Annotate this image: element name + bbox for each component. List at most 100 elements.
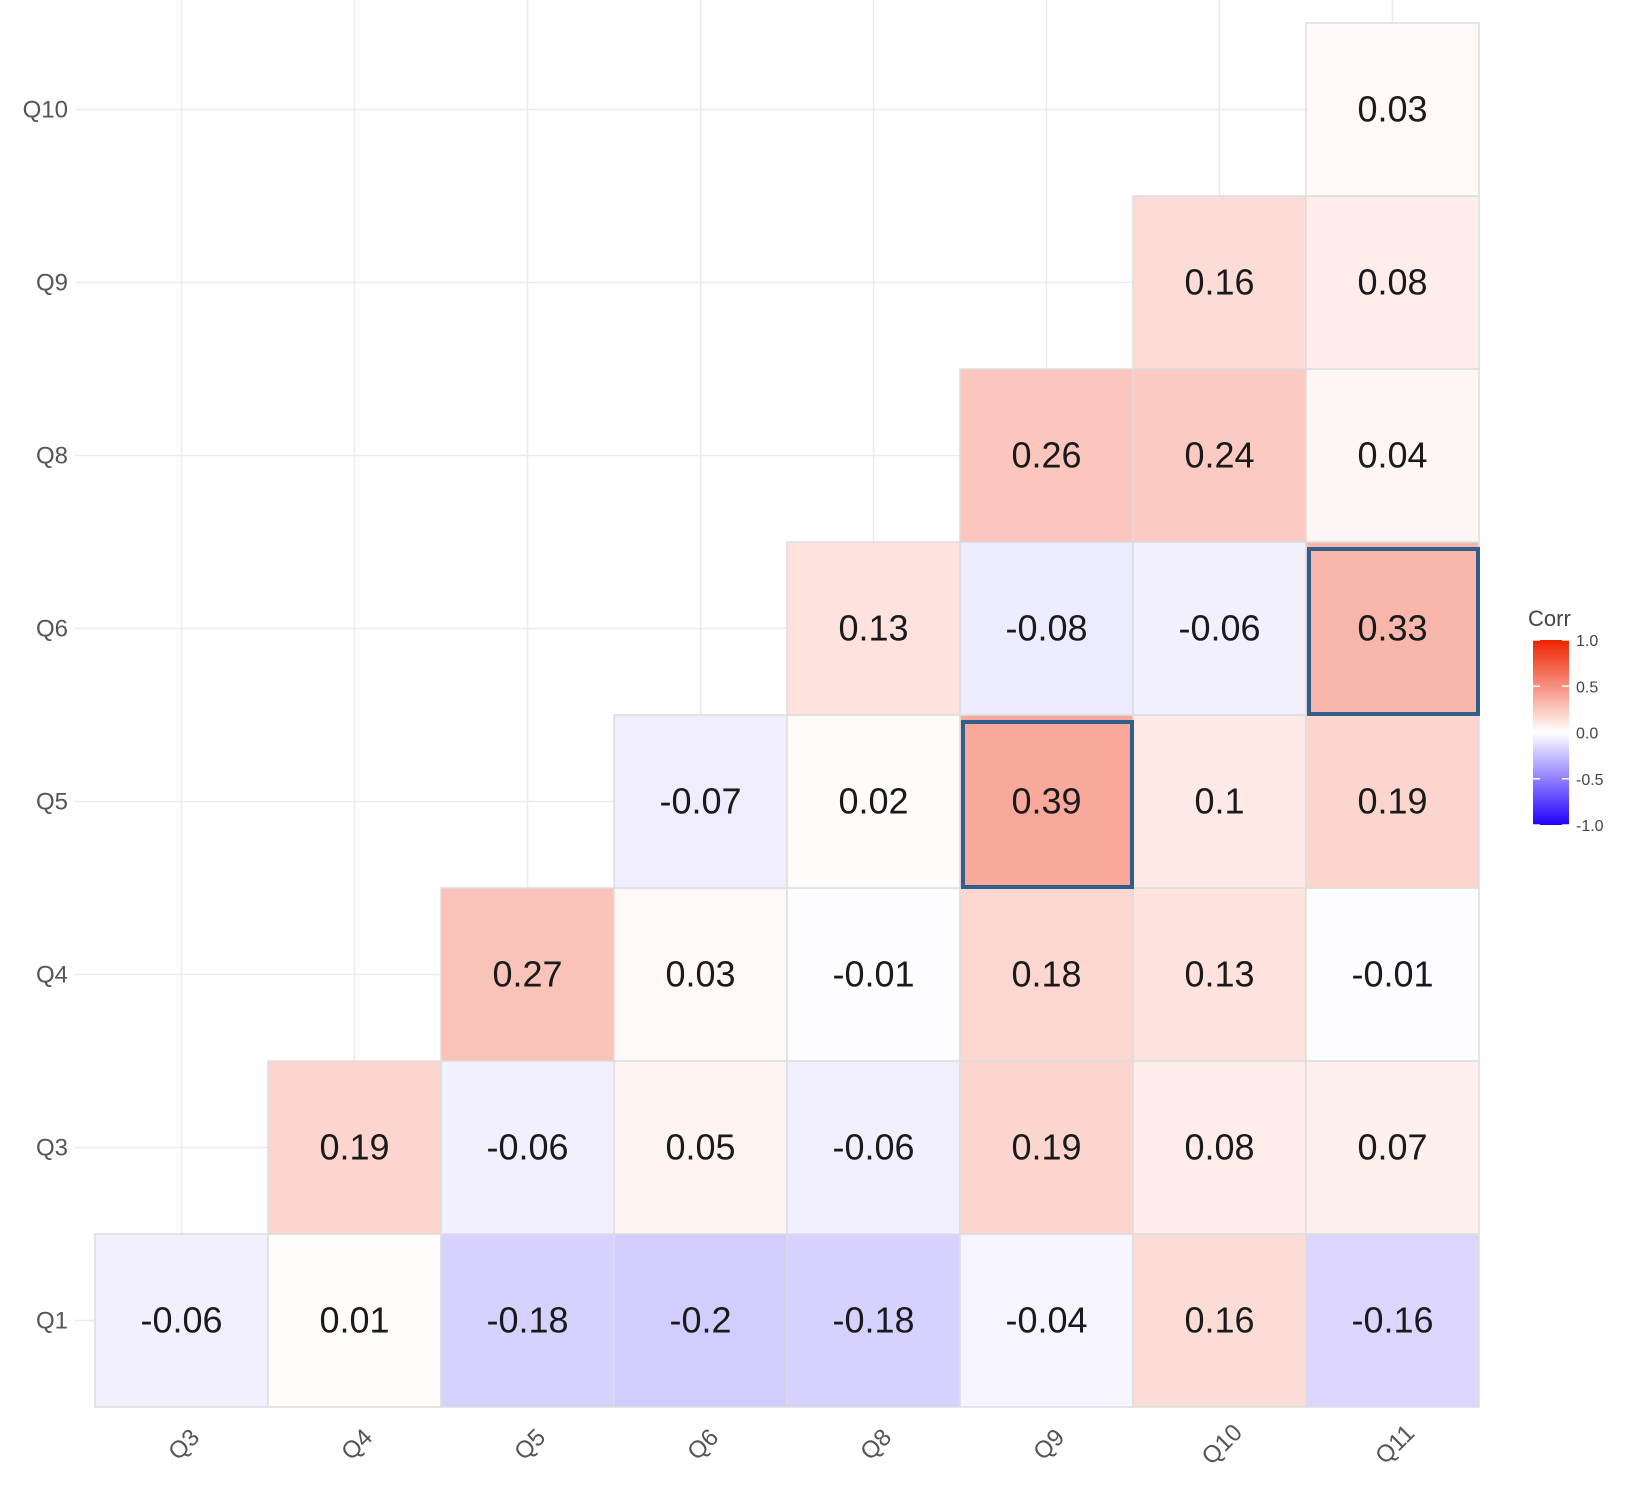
heatmap-cells [94,22,1480,1408]
color-legend: Corr 1.0 0.5 0.0 -0.5 -1.0 [1528,606,1604,835]
legend-ticks: 1.0 0.5 0.0 -0.5 -1.0 [1533,633,1604,835]
y-tick-label: Q4 [36,962,68,989]
heatmap-cell [613,1060,788,1235]
y-tick-label: Q1 [36,1308,68,1335]
cell-value-label: 0.04 [1357,435,1427,476]
cell-value-label: 0.13 [1184,954,1254,995]
heatmap-cell [1305,887,1480,1062]
heatmap-cell [1305,1233,1480,1408]
cell-value-label: -0.06 [832,1127,914,1168]
x-tick-label: Q3 [163,1424,205,1466]
heatmap-cell [613,1233,788,1408]
heatmap-cell [1132,1060,1307,1235]
cell-value-label: 0.05 [665,1127,735,1168]
heatmap-cell [1132,195,1307,370]
heatmap-cell [786,1233,961,1408]
cell-value-label: 0.27 [492,954,562,995]
heatmap-cell [1132,887,1307,1062]
heatmap-cell [959,1060,1134,1235]
heatmap-cell [1305,195,1480,370]
cell-value-labels: -0.06 0.01 -0.18 -0.2 -0.18 -0.04 0.16 -0.16 0.1… [140,89,1433,1341]
y-tick-label: Q5 [36,789,68,816]
legend-tick-label: -1.0 [1576,818,1604,835]
legend-tick-label: 0.5 [1576,679,1598,696]
cell-value-label: 0.16 [1184,1300,1254,1341]
cell-value-label: 0.16 [1184,262,1254,303]
highlight-border [1307,547,1480,716]
cell-value-label: 0.08 [1357,262,1427,303]
y-tick-label: Q9 [36,270,68,297]
heatmap-cell [613,887,788,1062]
heatmap-cell [1132,368,1307,543]
heatmap-cell [267,1233,442,1408]
cell-value-label: 0.26 [1011,435,1081,476]
cell-value-label: 0.02 [838,781,908,822]
highlight-border [961,720,1134,889]
x-tick-label: Q5 [509,1424,551,1466]
cell-value-label: -0.06 [486,1127,568,1168]
x-tick-label: Q9 [1028,1424,1070,1466]
cell-value-label: -0.18 [832,1300,914,1341]
heatmap-cell [786,714,961,889]
heatmap-cell [959,541,1134,716]
cell-value-label: -0.01 [832,954,914,995]
x-tick-label: Q4 [336,1424,378,1466]
cell-value-label: 0.18 [1011,954,1081,995]
legend-tick-label: 1.0 [1576,633,1598,650]
heatmap-cell [786,541,961,716]
highlight-borders [961,547,1480,889]
heatmap-cell [959,368,1134,543]
cell-value-label: 0.24 [1184,435,1254,476]
y-tick-label: Q10 [23,97,68,124]
legend-title: Corr [1528,606,1571,631]
cell-value-label: -0.08 [1005,608,1087,649]
cell-value-label: -0.18 [486,1300,568,1341]
cell-value-label: -0.06 [1178,608,1260,649]
heatmap-cell [94,1233,269,1408]
legend-tick-label: -0.5 [1576,772,1604,789]
cell-value-label: -0.01 [1351,954,1433,995]
heatmap-cell [440,1233,615,1408]
cell-value-label: 0.13 [838,608,908,649]
legend-tick-label: 0.0 [1576,726,1598,743]
x-tick-label: Q6 [682,1424,724,1466]
cell-value-label: 0.01 [319,1300,389,1341]
heatmap-cell [959,1233,1134,1408]
y-tick-label: Q8 [36,443,68,470]
heatmap-cell [1132,1233,1307,1408]
y-tick-label: Q6 [36,616,68,643]
heatmap-cell [786,887,961,1062]
cell-value-label: 0.08 [1184,1127,1254,1168]
cell-value-label: 0.03 [665,954,735,995]
cell-value-label: 0.03 [1357,89,1427,130]
cell-value-label: -0.2 [669,1300,731,1341]
y-tick-label: Q3 [36,1135,68,1162]
heatmap-cell [1305,541,1480,716]
heatmap-cell [1305,1060,1480,1235]
cell-value-label: 0.19 [319,1127,389,1168]
x-tick-label: Q11 [1370,1420,1420,1470]
cell-value-label: 0.19 [1011,1127,1081,1168]
heatmap-cell [440,887,615,1062]
cell-value-label: -0.16 [1351,1300,1433,1341]
y-axis-tick-labels: Q1 Q3 Q4 Q5 Q6 Q8 Q9 Q10 [23,97,68,1335]
x-tick-label: Q10 [1197,1419,1248,1470]
cell-value-label: -0.04 [1005,1300,1087,1341]
cell-value-label: -0.07 [659,781,741,822]
heatmap-cell [959,887,1134,1062]
cell-value-label: 0.33 [1357,608,1427,649]
heatmap-cell [1305,22,1480,197]
cell-value-label: 0.39 [1011,781,1081,822]
heatmap-cell [1305,714,1480,889]
heatmap-cell [267,1060,442,1235]
heatmap-cell [786,1060,961,1235]
cell-value-label: 0.1 [1194,781,1244,822]
heatmap-cell [440,1060,615,1235]
heatmap-cell [613,714,788,889]
x-axis-tick-labels: Q3 Q4 Q5 Q6 Q8 Q9 Q10 Q11 [163,1419,1420,1470]
cell-value-label: -0.06 [140,1300,222,1341]
x-tick-label: Q8 [855,1424,897,1466]
cell-value-label: 0.07 [1357,1127,1427,1168]
cell-value-label: 0.19 [1357,781,1427,822]
